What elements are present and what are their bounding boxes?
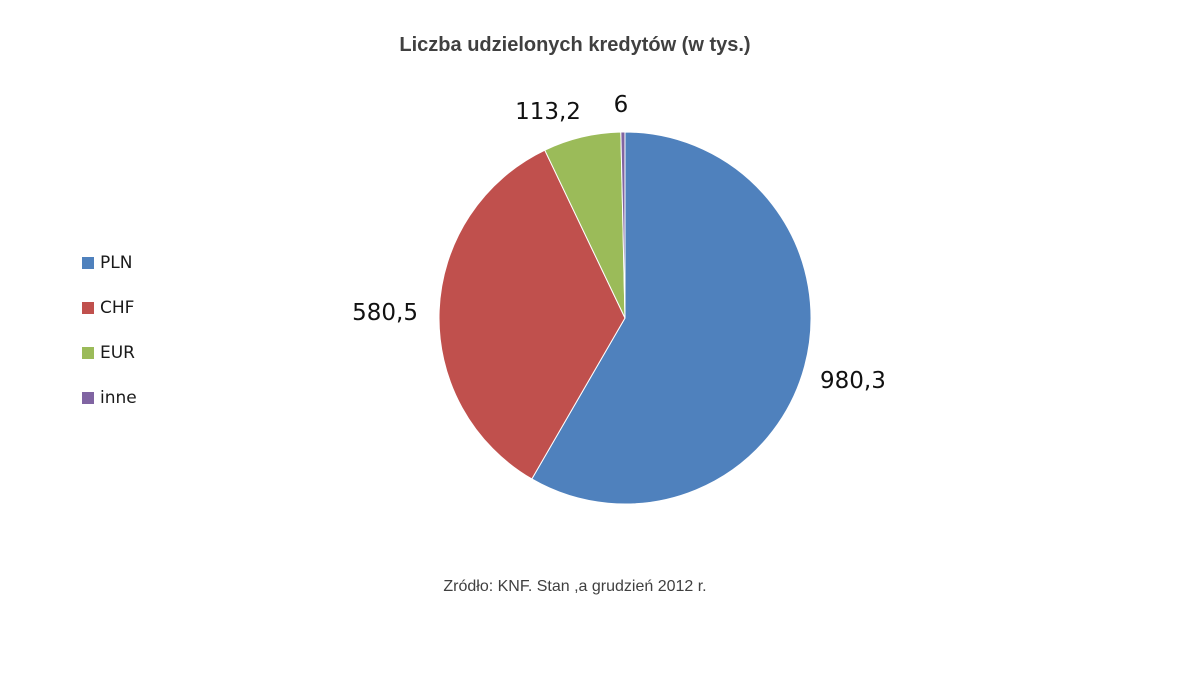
- legend-swatch-inne: [82, 391, 94, 404]
- legend-swatch-pln: [82, 256, 94, 269]
- chart-title: Liczba udzielonych kredytów (w tys.): [399, 34, 751, 56]
- pie-slices: [438, 131, 812, 505]
- legend-item-pln: PLN: [82, 240, 137, 285]
- source-note: Zródło: KNF. Stan ,a grudzień 2012 r.: [443, 578, 707, 595]
- legend-label-eur: EUR: [100, 342, 135, 363]
- legend-item-chf: CHF: [82, 285, 137, 330]
- data-label-eur: 113,2: [515, 99, 581, 125]
- legend-item-inne: inne: [82, 375, 137, 420]
- data-label-chf: 580,5: [352, 300, 418, 326]
- legend-swatch-chf: [82, 301, 94, 314]
- legend-swatch-eur: [82, 346, 94, 359]
- legend-label-pln: PLN: [100, 252, 133, 273]
- legend-item-eur: EUR: [82, 330, 137, 375]
- legend: PLN CHF EUR inne: [82, 240, 137, 420]
- pie-slice-pln: [531, 131, 812, 505]
- pie-slice-inne: [620, 131, 626, 319]
- pie-data-labels: 980,3 580,5 113,2 6: [352, 92, 886, 394]
- pie-slice-chf: [438, 149, 626, 480]
- legend-label-inne: inne: [100, 387, 137, 408]
- legend-label-chf: CHF: [100, 297, 135, 318]
- data-label-pln: 980,3: [820, 368, 886, 394]
- data-label-inne: 6: [614, 92, 629, 118]
